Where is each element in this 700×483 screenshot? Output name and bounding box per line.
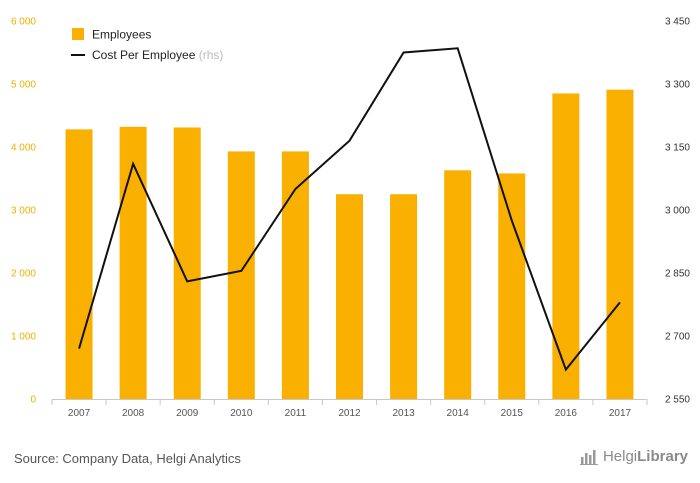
y-right-tick-label: 3 150	[665, 143, 690, 154]
x-tick-label-2010: 2010	[230, 408, 253, 419]
x-tick-label-2011: 2011	[285, 408, 307, 419]
logo-word-light: Helgi	[602, 448, 638, 465]
bar-2015	[498, 173, 526, 399]
y-right-tick-label: 3 000	[665, 206, 690, 217]
legend-label-cost-per-employee: Cost Per Employee (rhs)	[92, 48, 223, 62]
bar-2012	[336, 194, 363, 399]
y-left-tick-label: 2 000	[11, 269, 36, 280]
y-axis-left: 0 1 000 2 000 3 000 4 000 5 000 6 000	[11, 17, 36, 406]
x-tick-label-2015: 2015	[501, 408, 524, 419]
x-axis: 2007 2008 2009 2010 2011 2012 2013 2014 2015 2016…	[51, 399, 648, 419]
legend-label-employees: Employees	[92, 28, 151, 42]
y-left-tick-label: 0	[30, 395, 36, 406]
bar-2016	[552, 93, 580, 399]
x-tick-label-2008: 2008	[122, 408, 145, 419]
bar-2008	[119, 126, 147, 399]
y-axis-right: 2 550 2 700 2 850 3 000 3 150 3 300 3 450	[665, 17, 690, 406]
logo-wordmark: HelgiLibrary	[603, 448, 688, 465]
y-right-tick-label: 2 850	[665, 269, 690, 280]
x-tick-label-2016: 2016	[555, 408, 578, 419]
bar-series-employees	[65, 89, 634, 400]
x-tick-label-2014: 2014	[447, 408, 470, 419]
legend: Employees Cost Per Employee (rhs)	[71, 28, 223, 62]
y-left-tick-label: 6 000	[11, 17, 36, 28]
bar-2011	[281, 151, 309, 399]
line-series-cost-per-employee	[78, 47, 621, 372]
y-right-tick-label: 3 450	[665, 17, 690, 28]
y-right-tick-label: 2 700	[665, 332, 690, 343]
helgi-library-logo[interactable]: HelgiLibrary	[579, 448, 688, 465]
y-right-tick-label: 3 300	[665, 80, 690, 91]
bar-2007	[65, 129, 93, 400]
y-left-tick-label: 3 000	[11, 206, 36, 217]
x-tick-label-2013: 2013	[392, 408, 415, 419]
x-tick-label-2007: 2007	[68, 408, 91, 419]
x-tick-label-2017: 2017	[609, 408, 632, 419]
bar-2014	[444, 170, 472, 399]
y-left-tick-label: 5 000	[11, 80, 36, 91]
y-left-tick-label: 1 000	[11, 332, 36, 343]
logo-word-bold: Library	[637, 448, 688, 465]
bar-2017	[606, 89, 634, 400]
legend-swatch-employees	[72, 28, 84, 40]
bar-chart-icon	[579, 449, 598, 465]
bar-2010	[227, 151, 255, 399]
x-tick-label-2009: 2009	[176, 408, 199, 419]
y-left-tick-label: 4 000	[11, 143, 36, 154]
source-caption: Source: Company Data, Helgi Analytics	[14, 451, 241, 466]
bar-2013	[390, 194, 418, 399]
y-right-tick-label: 2 550	[665, 395, 690, 406]
x-tick-label-2012: 2012	[338, 408, 361, 419]
